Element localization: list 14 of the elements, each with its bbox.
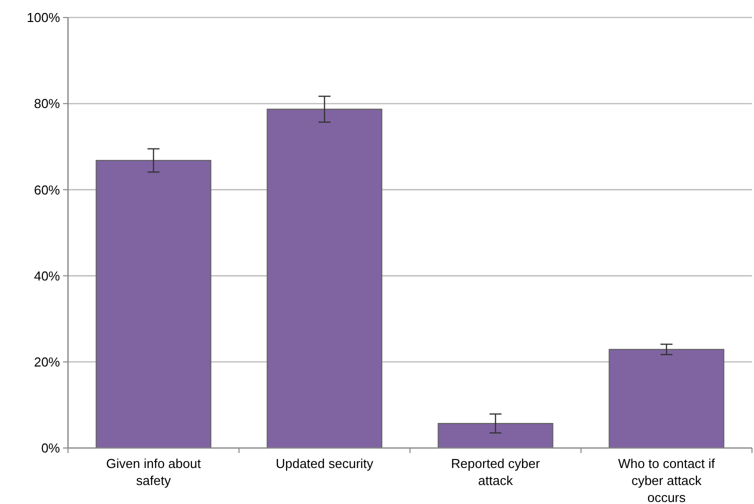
- bar: [438, 422, 554, 448]
- y-tick-label: 60%: [34, 182, 60, 198]
- y-tick-label: 80%: [34, 96, 60, 112]
- y-tick-label: 100%: [26, 10, 60, 26]
- y-tick-label: 0%: [41, 440, 60, 456]
- bar: [266, 108, 382, 448]
- bar: [608, 348, 724, 448]
- bar: [96, 160, 212, 448]
- x-tick-label: Who to contact if cyber attack occurs: [618, 456, 716, 504]
- x-tick-label: Reported cyber attack: [451, 456, 541, 488]
- y-tick-label: 20%: [34, 354, 60, 370]
- x-tick-label: Given info about safety: [106, 456, 202, 488]
- y-tick-label: 40%: [34, 268, 60, 284]
- x-tick-label: Updated security: [276, 456, 374, 471]
